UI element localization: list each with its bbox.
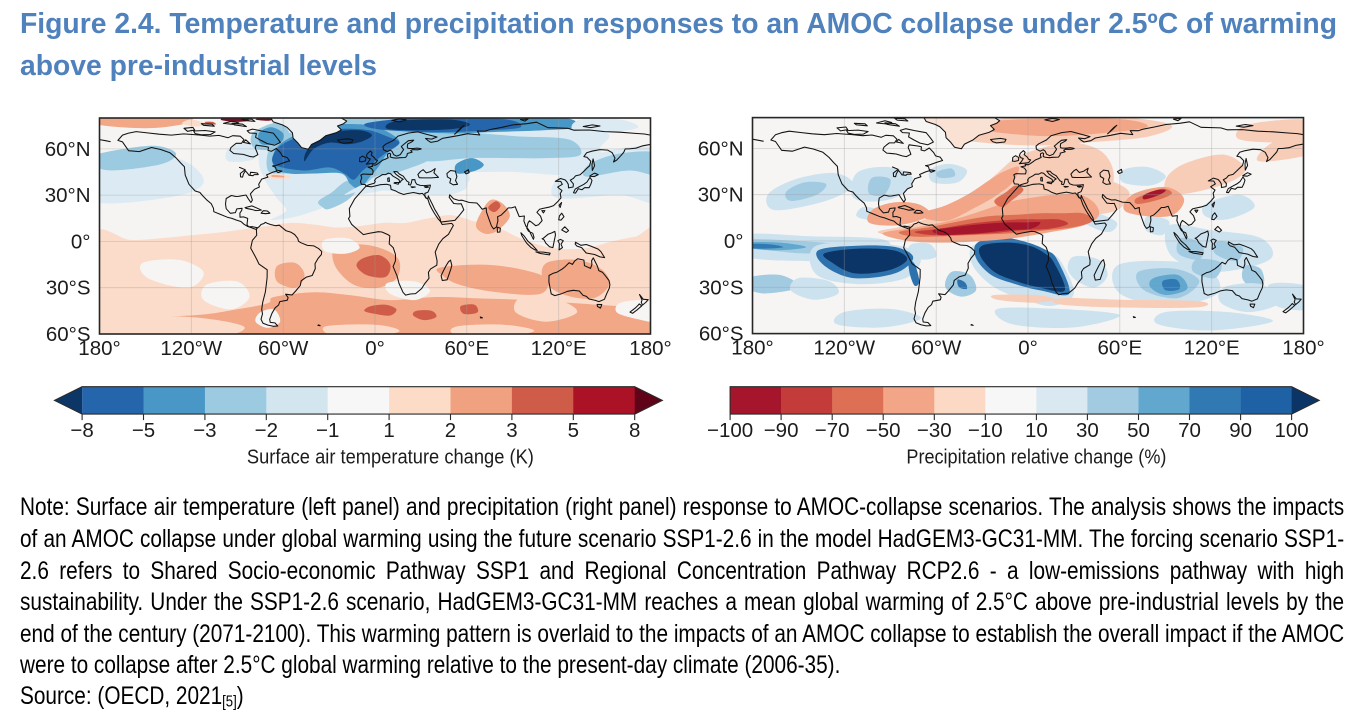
- svg-text:−1: −1: [316, 419, 339, 442]
- svg-text:60°N: 60°N: [698, 138, 744, 161]
- svg-text:180°: 180°: [1282, 337, 1324, 360]
- svg-text:−2: −2: [255, 419, 278, 442]
- svg-text:30°S: 30°S: [699, 276, 744, 299]
- svg-text:0°: 0°: [365, 337, 385, 360]
- svg-text:60°S: 60°S: [699, 323, 744, 346]
- svg-text:60°E: 60°E: [1097, 337, 1142, 360]
- svg-text:−3: −3: [193, 419, 216, 442]
- svg-text:60°W: 60°W: [911, 337, 962, 360]
- svg-text:100: 100: [1274, 419, 1308, 442]
- svg-text:30°S: 30°S: [46, 277, 91, 300]
- svg-text:0°: 0°: [1018, 337, 1038, 360]
- svg-text:−50: −50: [866, 419, 901, 442]
- svg-text:−8: −8: [70, 419, 93, 442]
- svg-text:10: 10: [1025, 419, 1048, 442]
- svg-text:0°: 0°: [724, 230, 744, 253]
- svg-text:180°: 180°: [731, 337, 773, 360]
- svg-text:−100: −100: [707, 419, 753, 442]
- svg-text:30: 30: [1076, 419, 1099, 442]
- svg-text:2: 2: [445, 419, 456, 442]
- svg-text:8: 8: [629, 419, 640, 442]
- svg-text:30°N: 30°N: [45, 184, 91, 207]
- svg-text:5: 5: [568, 419, 579, 442]
- svg-text:180°: 180°: [629, 337, 671, 360]
- svg-text:−10: −10: [968, 419, 1003, 442]
- svg-text:−5: −5: [132, 419, 155, 442]
- svg-text:0°: 0°: [71, 230, 91, 253]
- svg-text:30°N: 30°N: [698, 184, 744, 207]
- svg-text:−70: −70: [815, 419, 850, 442]
- svg-text:50: 50: [1127, 419, 1150, 442]
- svg-text:−30: −30: [917, 419, 952, 442]
- svg-text:1: 1: [383, 419, 394, 442]
- svg-text:60°S: 60°S: [46, 323, 91, 346]
- svg-text:60°N: 60°N: [45, 138, 91, 161]
- svg-text:Surface air temperature change: Surface air temperature change (K): [247, 446, 534, 469]
- svg-text:60°W: 60°W: [258, 337, 309, 360]
- svg-text:90: 90: [1229, 419, 1252, 442]
- svg-text:120°W: 120°W: [160, 337, 222, 360]
- svg-text:Precipitation relative change: Precipitation relative change (%): [906, 446, 1166, 469]
- svg-text:70: 70: [1178, 419, 1201, 442]
- svg-text:60°E: 60°E: [444, 337, 489, 360]
- svg-text:120°W: 120°W: [813, 337, 875, 360]
- svg-text:180°: 180°: [78, 337, 120, 360]
- svg-text:120°E: 120°E: [1184, 337, 1240, 360]
- svg-text:120°E: 120°E: [531, 337, 587, 360]
- svg-text:−90: −90: [764, 419, 799, 442]
- svg-text:3: 3: [506, 419, 517, 442]
